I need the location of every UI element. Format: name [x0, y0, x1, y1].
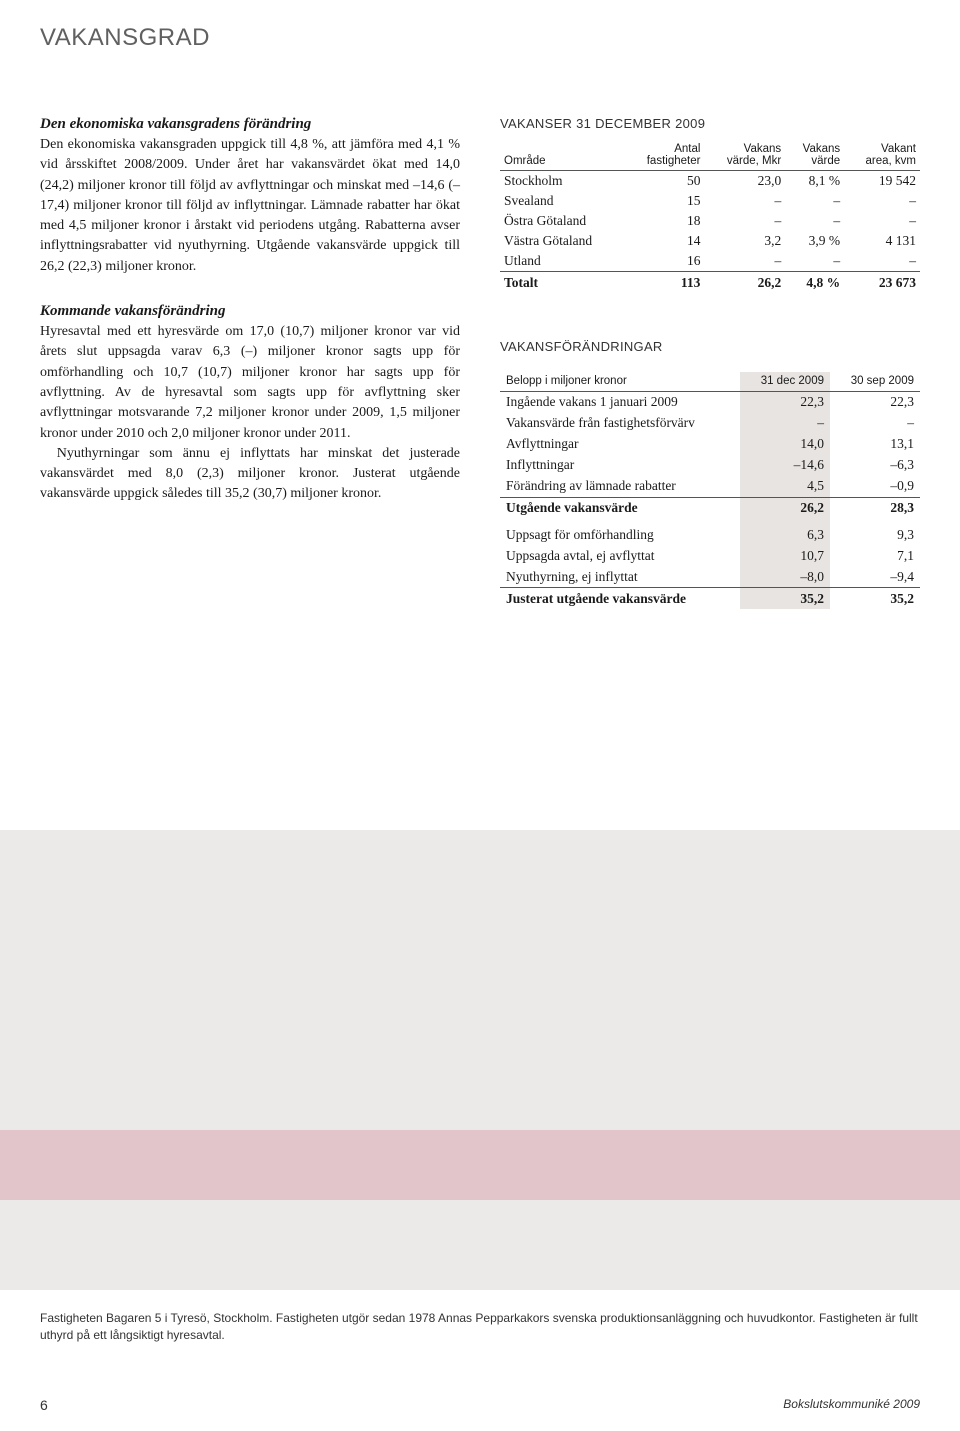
t1-title: VAKANSER 31 DECEMBER 2009 [500, 116, 920, 131]
table-row: Förändring av lämnade rabatter4,5–0,9 [500, 476, 920, 498]
sec1-heading: Den ekonomiska vakansgradens förändring [40, 116, 460, 133]
t2-title: VAKANSFÖRÄNDRINGAR [500, 339, 920, 354]
table-final-row: Justerat utgående vakansvärde35,235,2 [500, 588, 920, 610]
sec2-p1: Hyresavtal med ett hyresvärde om 17,0 (1… [40, 322, 460, 444]
page-title: VAKANSGRAD [40, 24, 920, 52]
page-number: 6 [40, 1397, 48, 1413]
table-row: Vakansvärde från fastighetsförvärv–– [500, 413, 920, 434]
table-row: Uppsagt för omförhandling6,39,3 [500, 519, 920, 546]
table-row: Ingående vakans 1 januari 200922,322,3 [500, 391, 920, 413]
t1-h4: Vakantarea, kvm [844, 141, 920, 171]
t1-h3: Vakansvärde [785, 141, 844, 171]
t2-h2: 30 sep 2009 [830, 372, 920, 391]
right-column: VAKANSER 31 DECEMBER 2009 Område Antalfa… [500, 116, 920, 609]
t2-h0: Belopp i miljoner kronor [500, 372, 740, 391]
changes-table: Belopp i miljoner kronor 31 dec 2009 30 … [500, 372, 920, 609]
t1-h2: Vakansvärde, Mkr [704, 141, 785, 171]
table-row: Östra Götaland18––– [500, 211, 920, 231]
page-footer: 6 Bokslutskommuniké 2009 [40, 1397, 920, 1413]
photo-color-strip [0, 1130, 960, 1200]
sec2-heading: Kommande vakansförändring [40, 303, 460, 320]
table-row: Nyuthyrning, ej inflyttat–8,0–9,4 [500, 566, 920, 588]
property-photo-placeholder [0, 830, 960, 1290]
photo-caption: Fastigheten Bagaren 5 i Tyresö, Stockhol… [40, 1310, 920, 1344]
t1-h0: Område [500, 141, 625, 171]
table-row: Utland16––– [500, 251, 920, 272]
table-row: Stockholm5023,08,1 %19 542 [500, 171, 920, 192]
doc-title: Bokslutskommuniké 2009 [783, 1397, 920, 1413]
table-row: Uppsagda avtal, ej avflyttat10,77,1 [500, 545, 920, 566]
table-total-row: Totalt11326,24,8 %23 673 [500, 272, 920, 294]
sec1-body: Den ekonomiska vakansgraden uppgick till… [40, 135, 460, 277]
sec2-p2: Nyuthyrningar som ännu ej inflyttats har… [40, 444, 460, 505]
table-subtotal-row: Utgående vakansvärde26,228,3 [500, 497, 920, 519]
vakanser-table: Område Antalfastigheter Vakansvärde, Mkr… [500, 141, 920, 293]
t2-h1: 31 dec 2009 [740, 372, 830, 391]
table-row: Svealand15––– [500, 191, 920, 211]
table-row: Inflyttningar–14,6–6,3 [500, 455, 920, 476]
left-column: Den ekonomiska vakansgradens förändring … [40, 116, 460, 609]
table-row: Västra Götaland143,23,9 %4 131 [500, 231, 920, 251]
t1-h1: Antalfastigheter [625, 141, 705, 171]
table-row: Avflyttningar14,013,1 [500, 434, 920, 455]
